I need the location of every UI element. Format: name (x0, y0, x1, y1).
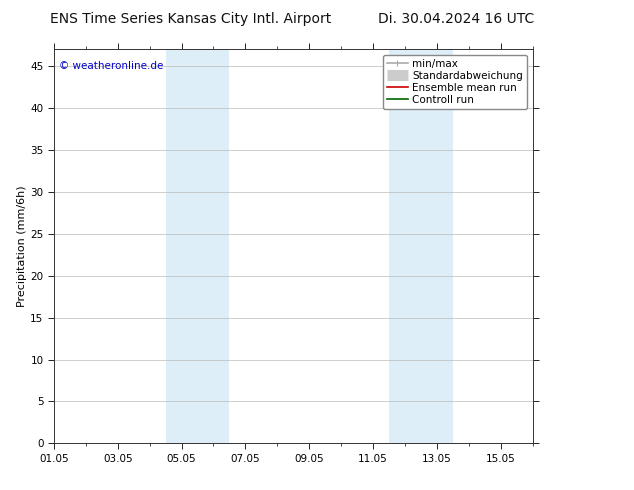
Text: © weatheronline.de: © weatheronline.de (59, 61, 163, 71)
Legend: min/max, Standardabweichung, Ensemble mean run, Controll run: min/max, Standardabweichung, Ensemble me… (383, 54, 527, 109)
Bar (165, 49, 230, 443)
Text: Di. 30.04.2024 16 UTC: Di. 30.04.2024 16 UTC (378, 12, 534, 26)
Text: ENS Time Series Kansas City Intl. Airport: ENS Time Series Kansas City Intl. Airpor… (49, 12, 331, 26)
Y-axis label: Precipitation (mm/6h): Precipitation (mm/6h) (18, 185, 27, 307)
Bar (389, 49, 453, 443)
